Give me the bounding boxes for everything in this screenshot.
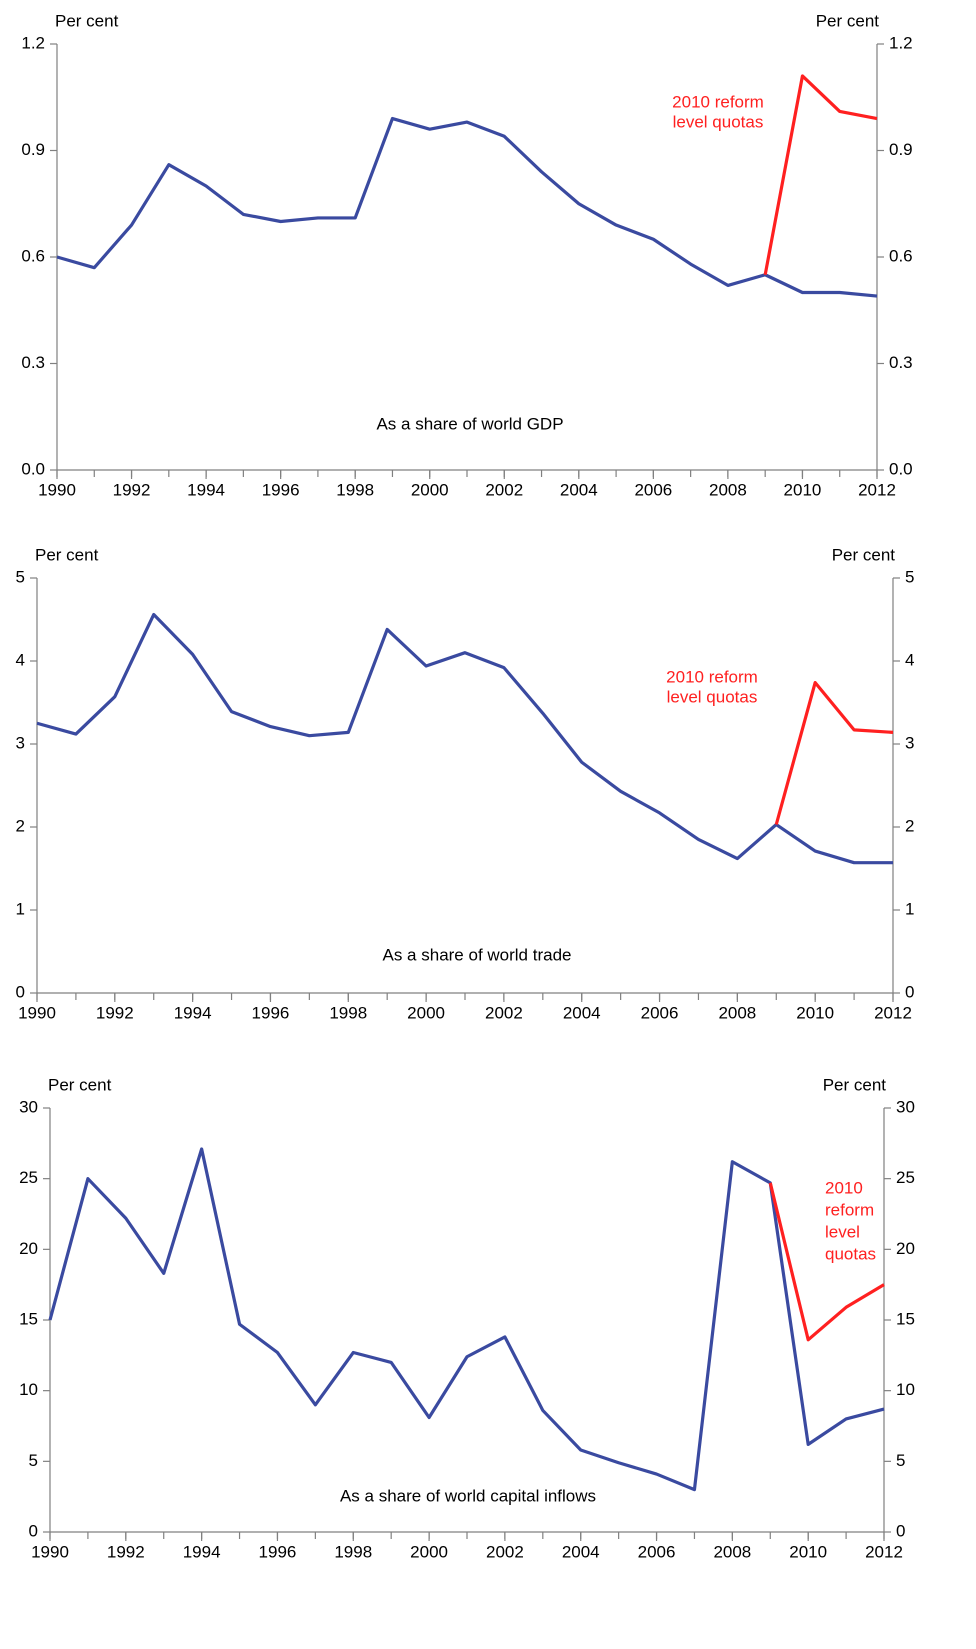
y2-axis-unit: Per cent	[823, 1075, 887, 1094]
y-tick-label: 4	[16, 650, 25, 669]
x-tick-label: 2010	[784, 480, 822, 499]
y2-tick-label: 0	[905, 982, 914, 1001]
annotation: 2010 reform	[672, 92, 764, 111]
y-tick-label: 0	[29, 1521, 38, 1540]
data-line	[763, 74, 878, 276]
x-tick-label: 2008	[718, 1003, 756, 1022]
x-tick-label: 2010	[796, 1003, 834, 1022]
x-tick-label: 2002	[486, 1542, 524, 1561]
y2-tick-label: 30	[896, 1097, 915, 1116]
x-tick-label: 1996	[252, 1003, 290, 1022]
y-tick-label: 5	[16, 567, 25, 586]
y-axis-unit: Per cent	[48, 1075, 112, 1094]
y-tick-label: 1	[16, 899, 25, 918]
x-tick-label: 1998	[334, 1542, 372, 1561]
y-tick-label: 2	[16, 816, 25, 835]
y2-tick-label: 0.6	[889, 246, 913, 265]
x-tick-label: 1996	[262, 480, 300, 499]
x-tick-label: 2006	[641, 1003, 679, 1022]
x-tick-label: 2012	[865, 1542, 903, 1561]
y2-tick-label: 15	[896, 1309, 915, 1328]
x-tick-label: 2012	[874, 1003, 912, 1022]
x-tick-label: 2012	[858, 480, 896, 499]
x-tick-label: 1994	[183, 1542, 221, 1561]
x-tick-label: 1994	[174, 1003, 212, 1022]
annotation: 2010	[825, 1178, 863, 1197]
y2-tick-label: 1	[905, 899, 914, 918]
annotation: As a share of world trade	[383, 945, 572, 964]
y2-axis-unit: Per cent	[816, 11, 880, 30]
x-tick-label: 1996	[259, 1542, 297, 1561]
y2-tick-label: 0	[896, 1521, 905, 1540]
data-line	[774, 680, 894, 825]
x-tick-label: 1998	[329, 1003, 367, 1022]
data-line	[56, 116, 878, 298]
y-tick-label: 10	[19, 1380, 38, 1399]
data-line	[48, 1147, 885, 1492]
x-tick-label: 1992	[96, 1003, 134, 1022]
x-tick-label: 2008	[709, 480, 747, 499]
y2-tick-label: 25	[896, 1168, 915, 1187]
x-tick-label: 2004	[560, 480, 598, 499]
y2-tick-label: 20	[896, 1239, 915, 1258]
y2-tick-label: 5	[905, 567, 914, 586]
x-tick-label: 1994	[187, 480, 225, 499]
y-tick-label: 3	[16, 733, 25, 752]
x-tick-label: 2002	[485, 1003, 523, 1022]
x-tick-label: 2004	[563, 1003, 601, 1022]
y2-tick-label: 3	[905, 733, 914, 752]
x-tick-label: 2008	[713, 1542, 751, 1561]
x-tick-label: 2000	[407, 1003, 445, 1022]
y-tick-label: 15	[19, 1309, 38, 1328]
y-tick-label: 1.2	[21, 33, 45, 52]
y2-axis-unit: Per cent	[832, 545, 896, 564]
x-tick-label: 1990	[18, 1003, 56, 1022]
y-tick-label: 0.9	[21, 140, 45, 159]
x-tick-label: 2010	[789, 1542, 827, 1561]
data-line	[36, 612, 893, 865]
y2-tick-label: 10	[896, 1380, 915, 1399]
x-tick-label: 1992	[107, 1542, 145, 1561]
annotation: quotas	[825, 1244, 876, 1263]
x-tick-label: 2002	[485, 480, 523, 499]
y-tick-label: 20	[19, 1239, 38, 1258]
y-tick-label: 0.3	[21, 353, 45, 372]
y-tick-label: 25	[19, 1168, 38, 1187]
x-tick-label: 2006	[634, 480, 672, 499]
y-axis-unit: Per cent	[55, 11, 119, 30]
x-tick-label: 2004	[562, 1542, 600, 1561]
y2-tick-label: 2	[905, 816, 914, 835]
y2-tick-label: 5	[896, 1451, 905, 1470]
x-tick-label: 2000	[410, 1542, 448, 1561]
x-tick-label: 1990	[38, 480, 76, 499]
y-tick-label: 0.6	[21, 246, 45, 265]
annotation: 2010 reform	[666, 667, 758, 686]
x-tick-label: 1990	[31, 1542, 69, 1561]
y2-tick-label: 0.3	[889, 353, 913, 372]
y-tick-label: 0.0	[21, 459, 45, 478]
annotation: reform	[825, 1200, 874, 1219]
annotation: level quotas	[673, 112, 764, 131]
y2-tick-label: 4	[905, 650, 914, 669]
annotation: level	[825, 1222, 860, 1241]
y-tick-label: 0	[16, 982, 25, 1001]
x-tick-label: 1998	[336, 480, 374, 499]
annotation: level quotas	[667, 687, 758, 706]
x-tick-label: 1992	[113, 480, 151, 499]
x-tick-label: 2000	[411, 480, 449, 499]
y2-tick-label: 0.0	[889, 459, 913, 478]
y2-tick-label: 0.9	[889, 140, 913, 159]
annotation: As a share of world capital inflows	[340, 1486, 596, 1505]
annotation: As a share of world GDP	[376, 414, 563, 433]
x-tick-label: 2006	[638, 1542, 676, 1561]
data-line	[768, 1182, 885, 1342]
y-tick-label: 5	[29, 1451, 38, 1470]
y-tick-label: 30	[19, 1097, 38, 1116]
y-axis-unit: Per cent	[35, 545, 99, 564]
y2-tick-label: 1.2	[889, 33, 913, 52]
